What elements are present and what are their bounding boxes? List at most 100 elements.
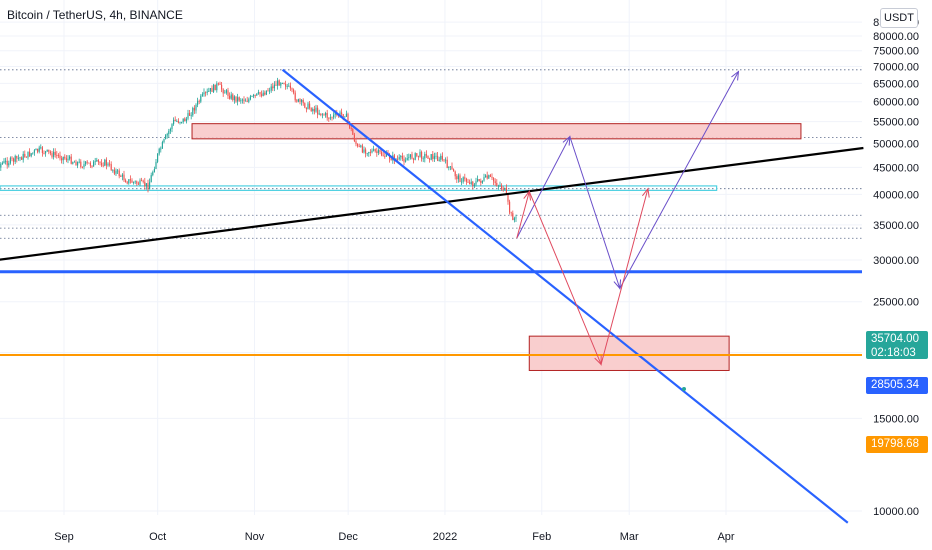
lower-target-zone bbox=[528, 335, 730, 371]
candle-body bbox=[134, 181, 136, 183]
candle-body bbox=[200, 95, 202, 102]
candle-body bbox=[110, 164, 112, 170]
candle-body bbox=[406, 157, 408, 161]
candle-body bbox=[369, 152, 371, 153]
candle-body bbox=[236, 97, 239, 102]
candle-body bbox=[113, 169, 115, 174]
candle-body bbox=[148, 182, 151, 190]
time-axis[interactable]: Sep Oct Nov Dec 2022 Feb Mar Apr bbox=[54, 531, 735, 543]
candle-body bbox=[216, 83, 218, 91]
candle-body bbox=[126, 182, 128, 184]
candle-body bbox=[124, 180, 127, 183]
candle-body bbox=[91, 165, 93, 167]
candle-body bbox=[84, 161, 87, 165]
candle-body bbox=[72, 162, 74, 164]
candle-body bbox=[478, 179, 480, 181]
candle-body bbox=[302, 99, 304, 104]
candle-body bbox=[68, 156, 71, 159]
candle-body bbox=[427, 155, 429, 159]
candle-body bbox=[515, 217, 517, 219]
candle-body bbox=[326, 112, 328, 118]
candle-body bbox=[256, 93, 258, 96]
candle-body bbox=[115, 170, 117, 174]
candle-body bbox=[363, 149, 365, 153]
candle-body bbox=[73, 161, 75, 163]
candle-body bbox=[286, 86, 288, 87]
candle-body bbox=[356, 144, 359, 147]
candle-body bbox=[513, 218, 515, 221]
candle-body bbox=[102, 165, 104, 167]
upper-resistance-zone bbox=[191, 123, 802, 140]
price-tick-label: 15000.00 bbox=[873, 413, 919, 425]
candle-body bbox=[182, 118, 184, 123]
candle-body bbox=[425, 154, 427, 156]
candle-body bbox=[339, 112, 341, 117]
currency-button[interactable]: USDT bbox=[880, 8, 918, 28]
purple-projection bbox=[516, 71, 739, 290]
candle-body bbox=[492, 177, 495, 182]
candle-body bbox=[17, 157, 19, 159]
red-projection bbox=[516, 188, 649, 366]
candle-body bbox=[70, 156, 72, 164]
candle-body bbox=[59, 155, 61, 159]
candle-body bbox=[481, 180, 483, 183]
candle-body bbox=[507, 194, 509, 202]
price-tick-label: 75000.00 bbox=[873, 46, 919, 58]
candle-body bbox=[464, 177, 466, 179]
candle-body bbox=[48, 149, 50, 152]
candle-body bbox=[483, 177, 485, 181]
candle-body bbox=[38, 147, 40, 152]
candle-body bbox=[49, 151, 51, 154]
candle-body bbox=[294, 92, 296, 101]
candle-body bbox=[273, 84, 275, 89]
price-tick-label: 25000.00 bbox=[873, 297, 919, 309]
candle-body bbox=[120, 176, 122, 177]
candle-body bbox=[476, 179, 479, 182]
candle-body bbox=[144, 181, 146, 187]
candles bbox=[0, 77, 517, 223]
candle-body bbox=[43, 152, 45, 154]
candle-body bbox=[184, 118, 186, 122]
price-tick-label: 65000.00 bbox=[873, 78, 919, 90]
candle-body bbox=[278, 80, 280, 86]
candle-body bbox=[281, 83, 283, 84]
candle-body bbox=[377, 149, 379, 153]
candle-body bbox=[452, 169, 455, 172]
candle-body bbox=[16, 156, 18, 159]
candle-body bbox=[152, 172, 154, 176]
candle-body bbox=[203, 92, 205, 95]
candle-body bbox=[275, 84, 277, 86]
candle-body bbox=[436, 155, 439, 161]
time-tick-label: 2022 bbox=[433, 531, 457, 543]
lower-level-tag: 19798.68 bbox=[866, 436, 928, 453]
candle-body bbox=[484, 175, 487, 178]
candle-body bbox=[345, 113, 347, 117]
candle-body bbox=[185, 118, 187, 122]
price-axis[interactable]: 10000.0015000.0020000.0025000.0030000.00… bbox=[873, 17, 919, 518]
candle-body bbox=[462, 177, 464, 182]
candle-body bbox=[20, 157, 23, 160]
candle-body bbox=[438, 159, 440, 161]
candle-body bbox=[222, 89, 224, 94]
candle-body bbox=[224, 92, 226, 94]
candle-body bbox=[433, 156, 435, 159]
candle-body bbox=[307, 103, 309, 110]
candle-body bbox=[379, 149, 381, 153]
candle-body bbox=[168, 130, 170, 135]
candle-body bbox=[153, 169, 155, 173]
candle-body bbox=[448, 166, 450, 168]
candle-body bbox=[368, 152, 370, 154]
candle-body bbox=[400, 155, 402, 158]
candle-body bbox=[211, 88, 213, 92]
candle-body bbox=[414, 153, 416, 160]
candle-body bbox=[208, 91, 210, 92]
candle-body bbox=[201, 94, 203, 96]
candle-body bbox=[128, 179, 130, 184]
candle-body bbox=[62, 156, 64, 161]
candle-body bbox=[78, 161, 80, 163]
candle-body bbox=[112, 169, 114, 171]
candle-body bbox=[289, 85, 291, 89]
candle-body bbox=[241, 99, 243, 101]
candle-body bbox=[252, 94, 255, 97]
